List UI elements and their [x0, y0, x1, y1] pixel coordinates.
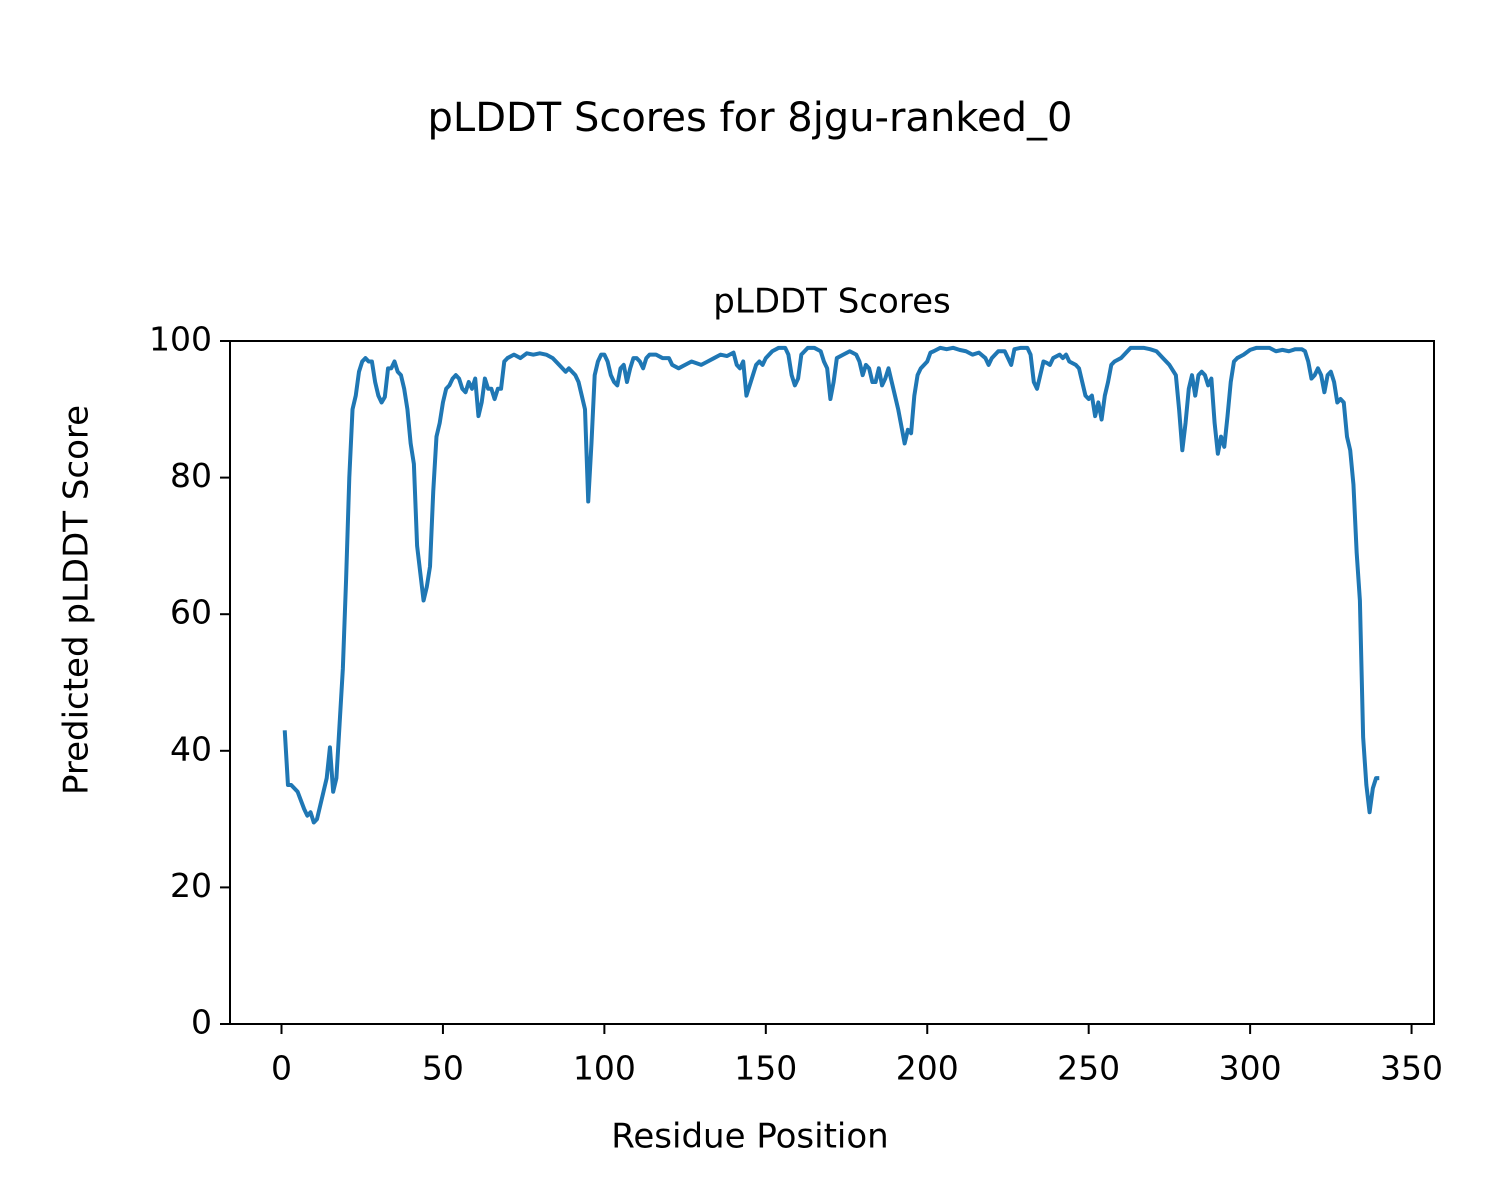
chart-title: pLDDT Scores for 8jgu-ranked_0 — [428, 95, 1073, 141]
x-axis-label: Residue Position — [611, 1117, 888, 1157]
x-tick-label: 100 — [573, 1049, 636, 1088]
x-tick-label: 300 — [1219, 1049, 1282, 1088]
y-tick-label: 0 — [191, 1003, 212, 1042]
y-axis-label: Predicted pLDDT Score — [57, 405, 97, 795]
axes-frame — [229, 340, 1435, 1025]
x-tick-label: 0 — [271, 1049, 292, 1088]
y-tick-label: 20 — [170, 866, 212, 905]
y-tick-label: 80 — [170, 456, 212, 495]
x-tick-label: 150 — [734, 1049, 797, 1088]
y-tick-label: 40 — [170, 729, 212, 768]
axes-title: pLDDT Scores — [713, 282, 950, 322]
y-tick-label: 60 — [170, 593, 212, 632]
x-tick-label: 350 — [1380, 1049, 1443, 1088]
x-tick-label: 250 — [1057, 1049, 1120, 1088]
x-tick-label: 50 — [422, 1049, 464, 1088]
x-tick-label: 200 — [896, 1049, 959, 1088]
y-tick-label: 100 — [149, 320, 212, 359]
score-line — [282, 345, 1380, 825]
